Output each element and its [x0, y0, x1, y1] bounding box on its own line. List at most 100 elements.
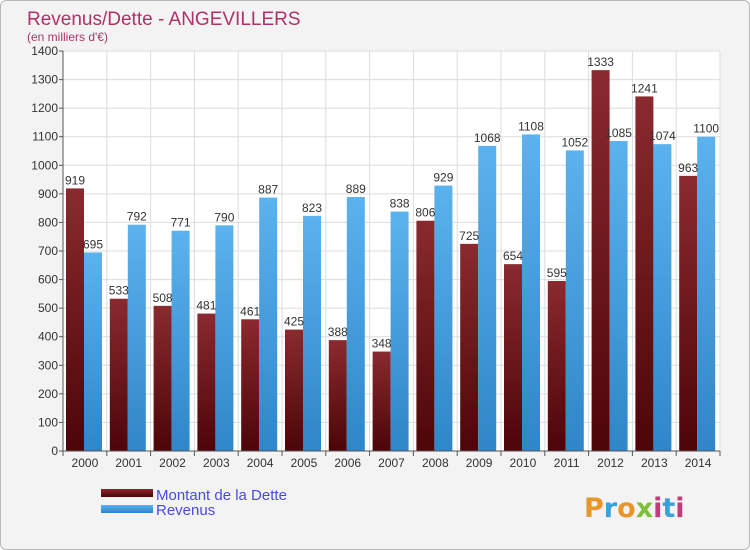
bar-revenus-2006 [346, 197, 365, 451]
logo-letter: i [675, 493, 684, 524]
legend-swatch-revenus [101, 505, 153, 513]
bar-revenus-2003 [215, 225, 234, 451]
bar-revenus-2008 [434, 185, 453, 452]
data-label-debt-2013: 1241 [631, 81, 658, 95]
x-tick-label: 2007 [378, 456, 405, 470]
x-tick-label: 2013 [641, 456, 668, 470]
data-label-debt-2011: 595 [547, 266, 567, 280]
bar-debt-2001 [109, 298, 128, 451]
data-label-revenus-2011: 1052 [561, 135, 588, 149]
data-label-revenus-2000: 695 [83, 237, 103, 251]
bar-debt-2000 [66, 188, 84, 451]
proxiti-logo-text: Proxiti [584, 493, 685, 524]
bar-revenus-2004 [259, 197, 278, 451]
y-tick-label: 1200 [31, 101, 58, 115]
data-label-debt-2008: 806 [415, 206, 435, 220]
y-tick-label: 600 [38, 273, 58, 287]
bar-revenus-2005 [303, 215, 321, 451]
y-tick-label: 800 [38, 215, 58, 229]
logo-letter: x [636, 493, 653, 524]
data-label-debt-2012: 1333 [587, 55, 614, 69]
logo-letter: i [653, 493, 662, 524]
y-tick-label: 500 [38, 301, 58, 315]
bars [66, 70, 716, 452]
proxiti-logo: Proxiti [584, 493, 685, 524]
data-label-revenus-2012: 1085 [605, 126, 632, 140]
logo-letter: P [584, 493, 604, 524]
bar-debt-2008 [416, 220, 435, 451]
data-label-revenus-2001: 792 [127, 210, 147, 224]
logo-letter: o [617, 493, 636, 524]
data-label-debt-2004: 461 [240, 304, 260, 318]
bar-debt-2009 [460, 243, 479, 451]
data-label-revenus-2003: 790 [214, 210, 234, 224]
legend: Montant de la Dette Revenus [101, 487, 287, 519]
bar-debt-2003 [197, 313, 216, 451]
y-tick-label: 1100 [32, 130, 58, 144]
x-tick-label: 2009 [466, 456, 493, 470]
data-label-revenus-2010: 1108 [518, 119, 544, 133]
bar-revenus-2001 [127, 224, 146, 451]
bar-debt-2004 [241, 319, 260, 451]
y-tick-label: 300 [38, 358, 58, 372]
data-label-debt-2003: 481 [196, 299, 216, 313]
y-tick-label: 900 [38, 187, 58, 201]
bar-revenus-2002 [171, 230, 190, 451]
data-label-debt-2007: 348 [372, 337, 392, 351]
y-tick-label: 0 [51, 444, 58, 458]
chart-subtitle: (en milliers d'€) [27, 30, 108, 44]
x-tick-label: 2011 [554, 456, 580, 470]
bar-revenus-2011 [565, 150, 584, 451]
x-tick-label: 2008 [422, 456, 449, 470]
bar-revenus-2000 [84, 252, 102, 451]
y-tick-label: 700 [38, 244, 58, 258]
logo-letter: t [662, 493, 675, 524]
bar-revenus-2013 [653, 144, 672, 451]
bar-revenus-2007 [390, 211, 409, 451]
data-labels: 919 695 533 792 508 771 481 790 461 887 425 823 388 8… [65, 55, 719, 350]
bar-debt-2007 [372, 351, 391, 451]
bar-revenus-2014 [697, 136, 716, 451]
bar-revenus-2012 [609, 141, 628, 451]
legend-swatch-debt [101, 489, 153, 497]
data-label-debt-2000: 919 [65, 173, 85, 187]
data-label-debt-2010: 654 [503, 249, 523, 263]
data-label-revenus-2014: 1100 [693, 122, 719, 136]
x-tick-label: 2002 [159, 456, 186, 470]
bar-debt-2013 [635, 96, 654, 451]
bar-revenus-2009 [478, 145, 497, 451]
bar-debt-2012 [591, 70, 610, 452]
y-tick-label: 1400 [31, 44, 58, 58]
data-label-debt-2006: 388 [328, 325, 348, 339]
x-tick-label: 2005 [291, 456, 318, 470]
x-tick-label: 2012 [597, 456, 624, 470]
data-label-debt-2014: 963 [678, 161, 698, 175]
legend-label-debt: Montant de la Dette [156, 487, 287, 504]
data-label-revenus-2006: 889 [346, 182, 366, 196]
y-tick-label: 400 [38, 330, 58, 344]
data-label-revenus-2008: 929 [433, 171, 453, 185]
data-label-revenus-2007: 838 [390, 197, 410, 211]
axes: 0 100 200 300 400 500 600 700 800 900 1000 1100 1200… [31, 44, 721, 470]
x-tick-label: 2006 [334, 456, 361, 470]
data-label-revenus-2005: 823 [302, 201, 322, 215]
x-tick-label: 2010 [510, 456, 537, 470]
legend-label-revenus: Revenus [156, 502, 215, 519]
data-label-revenus-2013: 1074 [649, 129, 676, 143]
data-label-debt-2002: 508 [153, 291, 173, 305]
bar-debt-2011 [547, 281, 566, 451]
bar-debt-2002 [153, 305, 172, 451]
bar-revenus-2010 [522, 134, 540, 451]
data-label-debt-2001: 533 [109, 284, 129, 298]
y-tick-label: 200 [38, 387, 58, 401]
data-label-revenus-2002: 771 [171, 216, 191, 230]
x-tick-label: 2000 [72, 456, 99, 470]
data-label-revenus-2009: 1068 [474, 131, 501, 145]
data-label-debt-2009: 725 [459, 229, 479, 243]
x-tick-label: 2003 [203, 456, 230, 470]
y-tick-label: 1300 [31, 73, 58, 87]
x-tick-label: 2004 [247, 456, 274, 470]
data-label-revenus-2004: 887 [258, 183, 278, 197]
